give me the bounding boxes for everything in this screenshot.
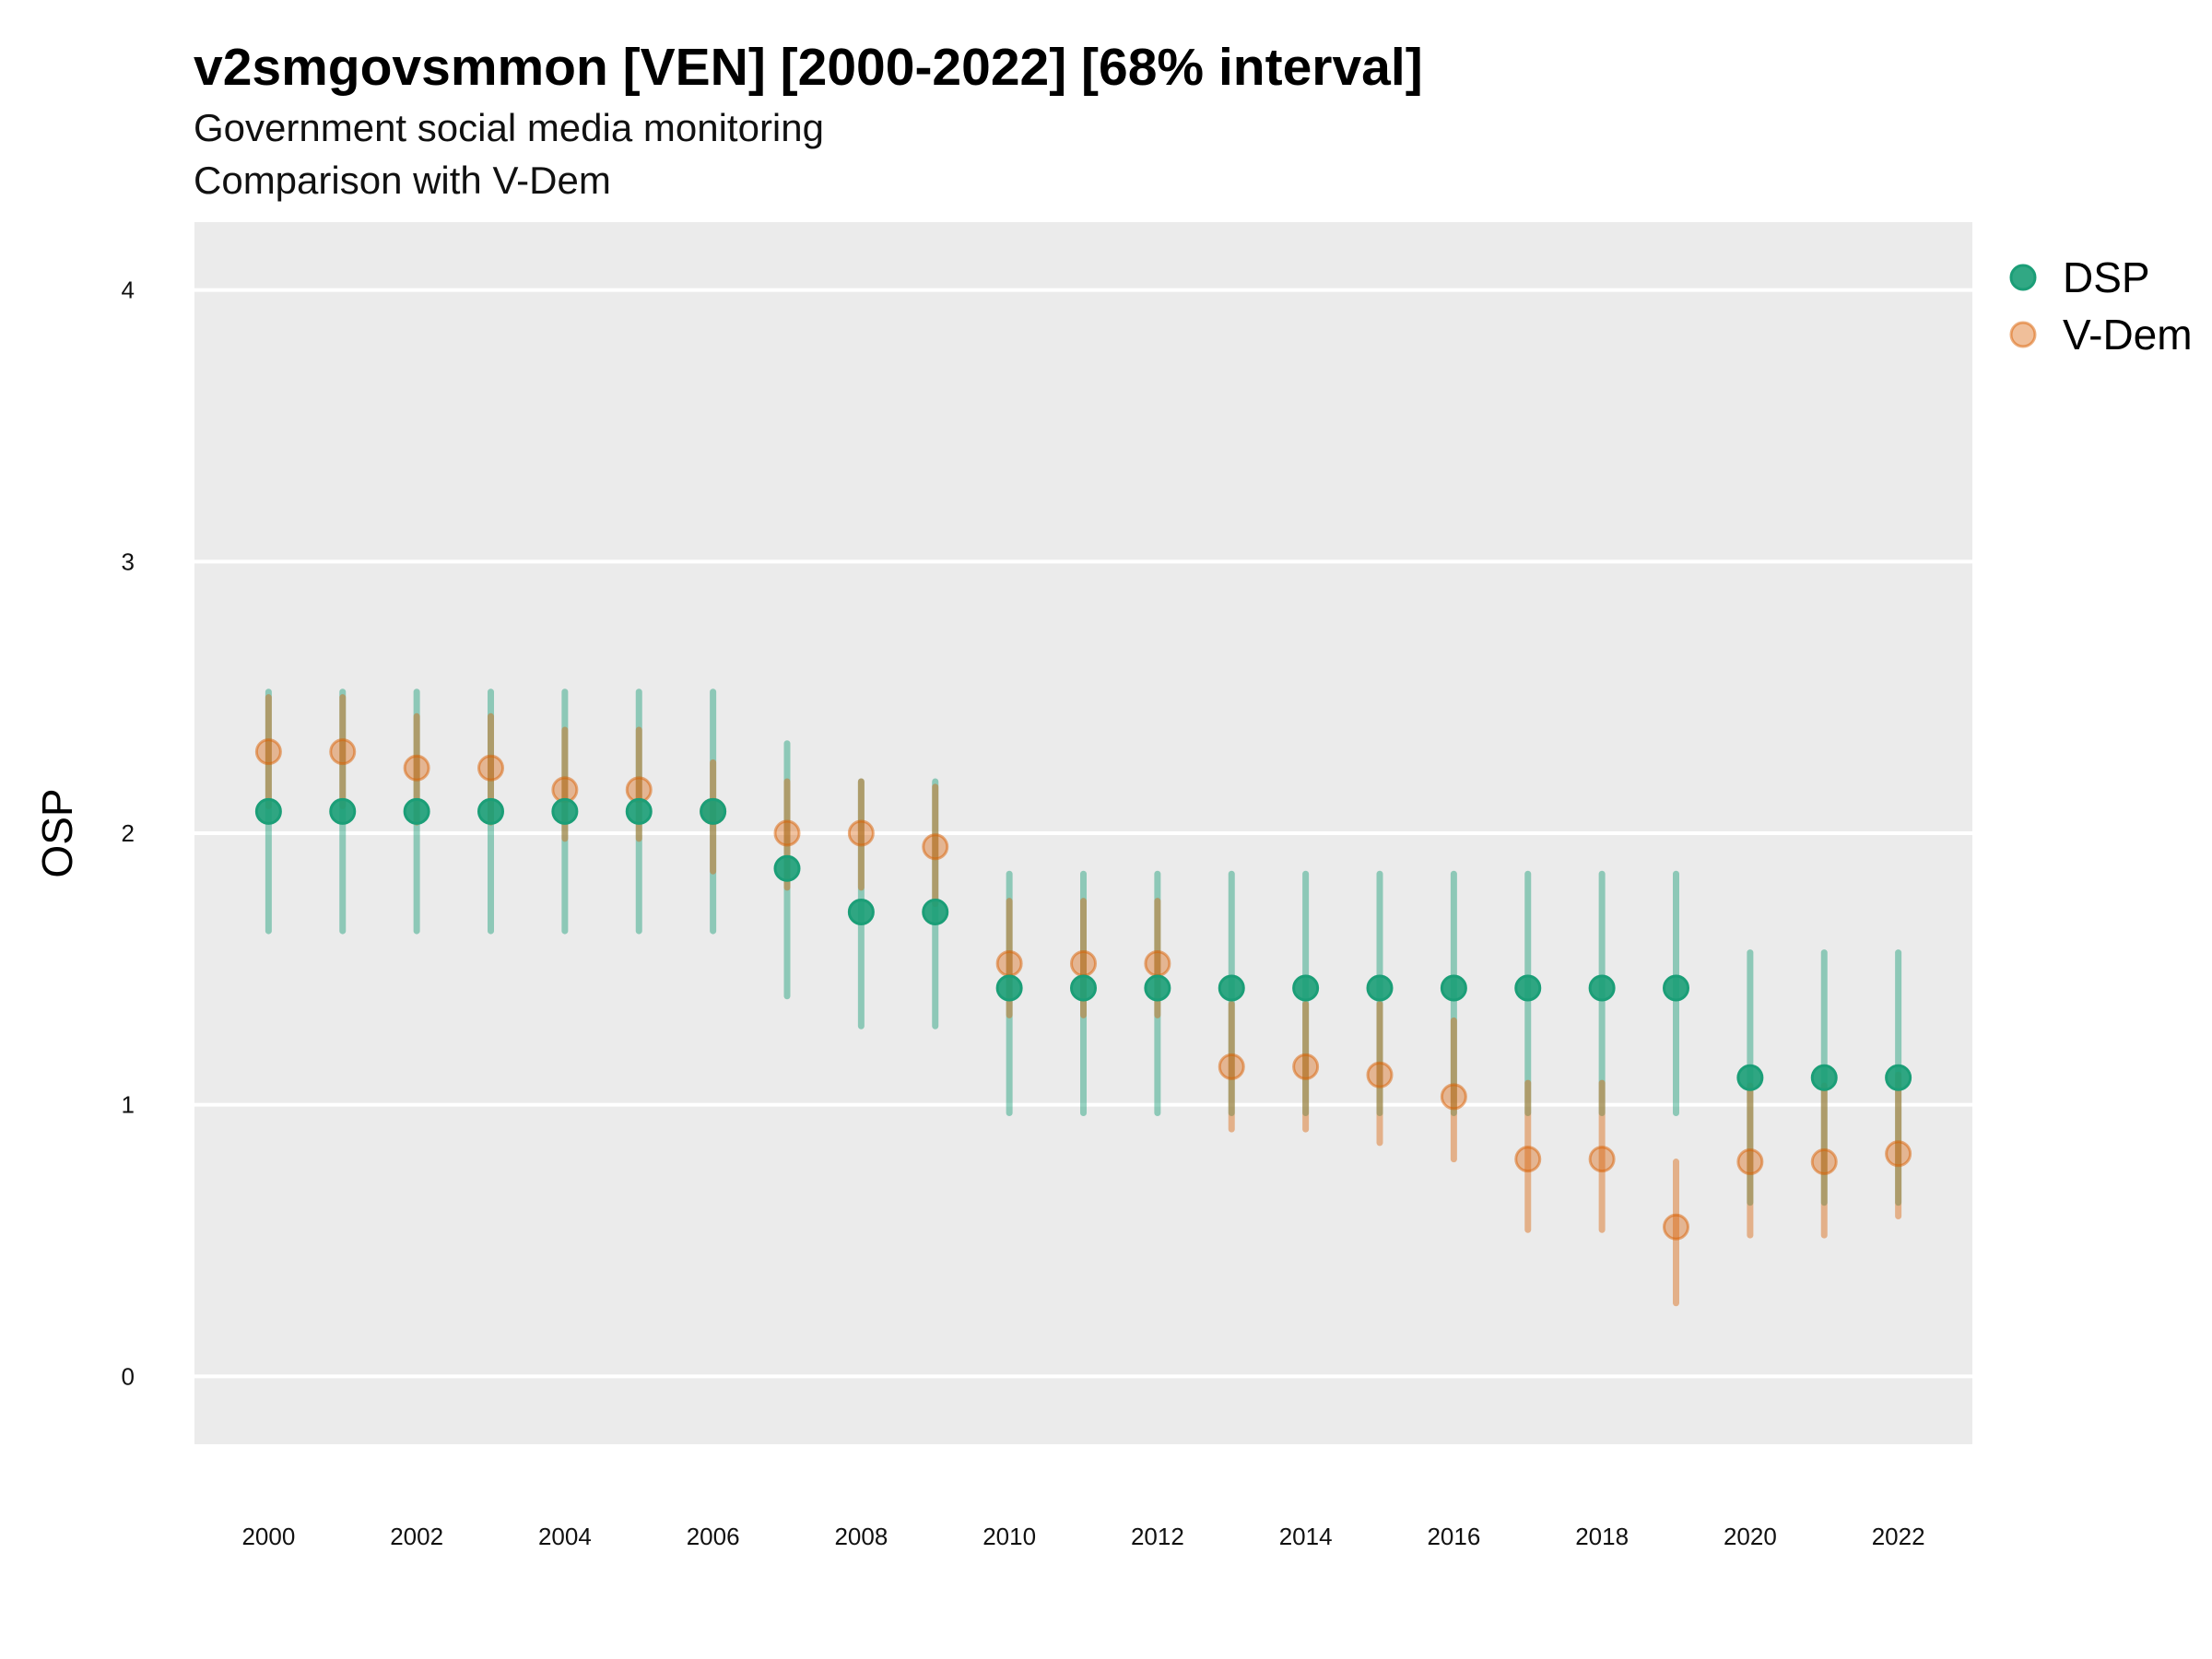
x-tick-label: 2000 <box>241 1523 295 1550</box>
dsp-point-2001 <box>329 797 357 825</box>
dsp-point-2011 <box>1070 974 1097 1002</box>
dsp-point-2002 <box>403 797 430 825</box>
dsp-point-2018 <box>1588 974 1616 1002</box>
v-dem-point-2002 <box>403 754 430 782</box>
x-tick-label: 2014 <box>1279 1523 1333 1550</box>
v-dem-point-2021 <box>1810 1148 1838 1176</box>
dsp-point-2020 <box>1736 1064 1764 1091</box>
x-tick-label: 2006 <box>687 1523 740 1550</box>
v-dem-point-2019 <box>1663 1213 1689 1241</box>
dsp-point-2014 <box>1292 974 1320 1002</box>
dsp-point-2022 <box>1885 1064 1912 1091</box>
x-axis-ticks: 2000 2002 2004 2006 2008 2010 2012 2014 2016 2018… <box>241 1523 1924 1550</box>
dsp-point-2019 <box>1663 974 1689 1002</box>
dsp-point-2006 <box>700 797 727 825</box>
x-tick-label: 2008 <box>834 1523 888 1550</box>
y-tick-label: 1 <box>122 1091 135 1119</box>
dsp-point-2008 <box>847 898 875 925</box>
legend-label-dsp: DSP <box>2063 253 2150 301</box>
x-tick-label: 2004 <box>538 1523 592 1550</box>
dsp-point-2005 <box>625 797 653 825</box>
v-dem-point-2018 <box>1588 1146 1616 1173</box>
chart-marks <box>254 688 1912 1307</box>
v-dem-point-2000 <box>254 738 282 766</box>
dsp-point-2013 <box>1218 974 1245 1002</box>
y-tick-label: 3 <box>122 547 135 575</box>
dsp-point-2017 <box>1514 974 1542 1002</box>
y-tick-label: 4 <box>122 276 135 304</box>
x-tick-label: 2016 <box>1427 1523 1480 1550</box>
dsp-point-2003 <box>477 797 504 825</box>
v-dem-point-2008 <box>847 819 875 847</box>
dsp-point-2015 <box>1366 974 1394 1002</box>
v-dem-point-2013 <box>1218 1053 1245 1080</box>
v-dem-point-2007 <box>773 819 801 847</box>
legend-label-v-dem: V-Dem <box>2063 311 2193 359</box>
v-dem-point-2012 <box>1144 949 1171 977</box>
x-tick-label: 2020 <box>1724 1523 1777 1550</box>
dsp-point-2016 <box>1440 974 1467 1002</box>
x-tick-label: 2018 <box>1575 1523 1629 1550</box>
v-dem-point-2017 <box>1514 1146 1542 1173</box>
v-dem-point-2001 <box>329 738 357 766</box>
dsp-point-2004 <box>551 797 579 825</box>
dsp-point-2007 <box>773 854 801 882</box>
y-tick-label: 0 <box>122 1362 135 1390</box>
v-dem-point-2011 <box>1070 949 1097 977</box>
v-dem-point-2020 <box>1736 1148 1764 1176</box>
gridlines <box>194 288 1972 1379</box>
chart-subtitle-2: Comparison with V-Dem <box>194 159 611 202</box>
v-dem-point-2003 <box>477 754 504 782</box>
x-tick-label: 2002 <box>390 1523 443 1550</box>
chart-subtitle: Government social media monitoring <box>194 106 824 149</box>
dsp-point-2000 <box>254 797 282 825</box>
dsp-point-2009 <box>922 898 949 925</box>
x-tick-label: 2010 <box>982 1523 1036 1550</box>
y-tick-label: 2 <box>122 819 135 847</box>
v-dem-point-2014 <box>1292 1053 1320 1080</box>
v-dem-point-2015 <box>1366 1061 1394 1088</box>
chart-title: v2smgovsmmon [VEN] [2000-2022] [68% inte… <box>194 38 1423 97</box>
legend-key-v-dem <box>2009 321 2037 348</box>
legend: DSP V-Dem <box>2009 253 2193 359</box>
dsp-point-2021 <box>1810 1064 1838 1091</box>
y-axis-label: OSP <box>33 788 81 877</box>
dsp-point-2010 <box>995 974 1023 1002</box>
v-dem-point-2016 <box>1440 1083 1467 1111</box>
v-dem-point-2010 <box>995 949 1023 977</box>
dsp-point-2012 <box>1144 974 1171 1002</box>
x-tick-label: 2012 <box>1131 1523 1184 1550</box>
v-dem-point-2022 <box>1885 1140 1912 1168</box>
v-dem-point-2009 <box>922 833 949 861</box>
y-axis-ticks: 0 1 2 3 4 <box>122 276 135 1391</box>
legend-key-dsp <box>2009 264 2037 291</box>
x-tick-label: 2022 <box>1872 1523 1925 1550</box>
